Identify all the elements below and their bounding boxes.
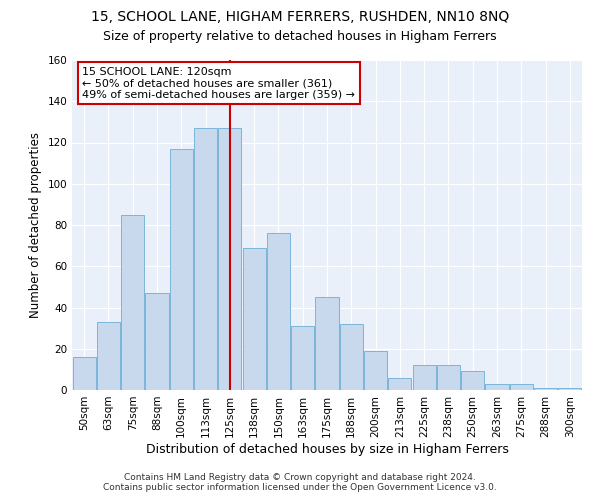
Bar xyxy=(461,372,484,390)
Bar xyxy=(340,324,363,390)
Bar xyxy=(145,293,169,390)
Y-axis label: Number of detached properties: Number of detached properties xyxy=(29,132,42,318)
Bar xyxy=(534,388,557,390)
Bar xyxy=(316,297,338,390)
Bar xyxy=(437,365,460,390)
Bar xyxy=(170,148,193,390)
Text: 15, SCHOOL LANE, HIGHAM FERRERS, RUSHDEN, NN10 8NQ: 15, SCHOOL LANE, HIGHAM FERRERS, RUSHDEN… xyxy=(91,10,509,24)
Bar xyxy=(121,214,144,390)
Bar xyxy=(413,365,436,390)
Bar xyxy=(267,233,290,390)
Bar xyxy=(559,388,581,390)
Bar xyxy=(364,351,387,390)
Bar xyxy=(218,128,241,390)
Bar xyxy=(97,322,120,390)
Bar xyxy=(291,326,314,390)
Bar xyxy=(510,384,533,390)
Text: Contains HM Land Registry data © Crown copyright and database right 2024.
Contai: Contains HM Land Registry data © Crown c… xyxy=(103,473,497,492)
Bar xyxy=(194,128,217,390)
Bar xyxy=(73,357,95,390)
Bar xyxy=(242,248,266,390)
Text: Size of property relative to detached houses in Higham Ferrers: Size of property relative to detached ho… xyxy=(103,30,497,43)
Bar xyxy=(388,378,412,390)
Text: 15 SCHOOL LANE: 120sqm
← 50% of detached houses are smaller (361)
49% of semi-de: 15 SCHOOL LANE: 120sqm ← 50% of detached… xyxy=(82,66,355,100)
X-axis label: Distribution of detached houses by size in Higham Ferrers: Distribution of detached houses by size … xyxy=(146,442,508,456)
Bar xyxy=(485,384,509,390)
